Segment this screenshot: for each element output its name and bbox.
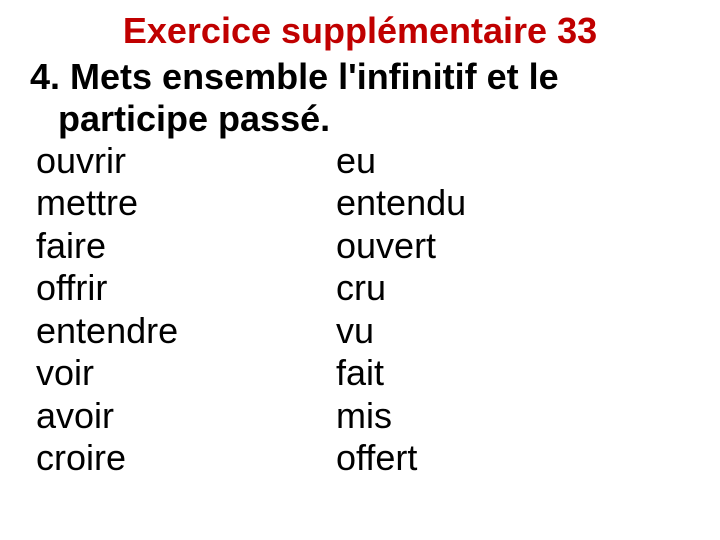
- infinitive: entendre: [36, 310, 336, 352]
- infinitive: croire: [36, 437, 336, 479]
- instruction-line-1: 4. Mets ensemble l'infinitif et le: [30, 56, 690, 98]
- infinitive: voir: [36, 352, 336, 394]
- participle: ouvert: [336, 225, 690, 267]
- page: Exercice supplémentaire 33 4. Mets ensem…: [0, 0, 720, 540]
- infinitive: offrir: [36, 267, 336, 309]
- infinitive: faire: [36, 225, 336, 267]
- participle: eu: [336, 140, 690, 182]
- participle: fait: [336, 352, 690, 394]
- exercise-title: Exercice supplémentaire 33: [30, 10, 690, 52]
- infinitive: mettre: [36, 182, 336, 224]
- participle: offert: [336, 437, 690, 479]
- participle: vu: [336, 310, 690, 352]
- participle: mis: [336, 395, 690, 437]
- left-column: ouvrir mettre faire offrir entendre voir…: [36, 140, 336, 480]
- participle: entendu: [336, 182, 690, 224]
- participle: cru: [336, 267, 690, 309]
- instruction-block: 4. Mets ensemble l'infinitif et le parti…: [30, 56, 690, 140]
- right-column: eu entendu ouvert cru vu fait mis offert: [336, 140, 690, 480]
- columns-row: ouvrir mettre faire offrir entendre voir…: [30, 140, 690, 480]
- instruction-line-2: participe passé.: [30, 98, 690, 140]
- infinitive: ouvrir: [36, 140, 336, 182]
- infinitive: avoir: [36, 395, 336, 437]
